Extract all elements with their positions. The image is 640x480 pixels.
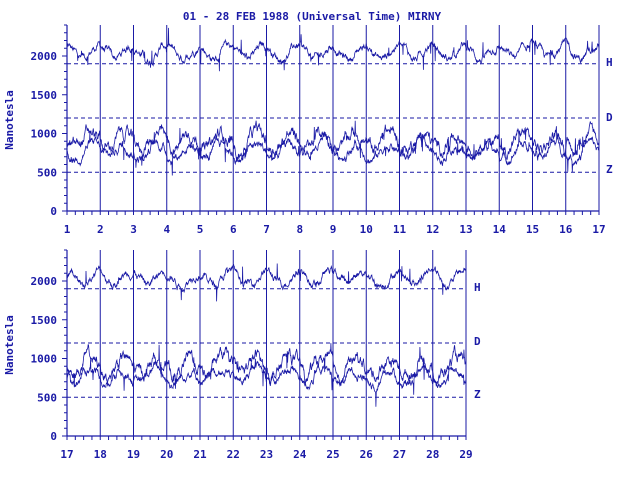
x-tick-label: 26: [360, 448, 374, 461]
x-tick-label: 11: [393, 223, 407, 236]
x-tick-label: 23: [260, 448, 273, 461]
series-label-h-top: H: [606, 56, 613, 69]
x-tick-label: 14: [493, 223, 507, 236]
x-tick-label: 17: [60, 448, 73, 461]
series-line-d-bottom: [66, 343, 467, 389]
x-tick-label: 4: [163, 223, 170, 236]
series-line-d-top: [66, 120, 600, 162]
y-tick-label: 2000: [31, 275, 58, 288]
y-tick-label: 1500: [31, 314, 58, 327]
x-tick-label: 19: [127, 448, 140, 461]
x-tick-label: 22: [227, 448, 240, 461]
y-tick-label: 1000: [31, 353, 58, 366]
x-tick-label: 27: [393, 448, 406, 461]
x-tick-label: 10: [360, 223, 373, 236]
x-tick-label: 12: [426, 223, 439, 236]
panel-bottom: 0 500 1000 1500 2000 17 18 19 20 21 22 23 24 25 26 27 28…: [31, 249, 473, 461]
series-label-d-top: D: [606, 111, 613, 124]
y-axis-label-top: Nanotesla: [3, 90, 16, 150]
series-line-z-top: [66, 131, 600, 176]
x-tick-label: 5: [197, 223, 204, 236]
y-axis-label-bottom: Nanotesla: [3, 315, 16, 375]
x-tick-label: 20: [160, 448, 173, 461]
x-tick-label: 21: [193, 448, 207, 461]
y-tick-label: 2000: [31, 50, 58, 63]
x-tick-label: 9: [330, 223, 337, 236]
x-tick-label: 18: [94, 448, 107, 461]
x-tick-label: 6: [230, 223, 237, 236]
x-tick-label: 24: [293, 448, 307, 461]
y-tick-label: 500: [37, 166, 57, 179]
x-tick-label: 2: [97, 223, 104, 236]
x-tick-label: 8: [296, 223, 303, 236]
series-label-d-bottom: D: [474, 335, 481, 348]
series-line-h-bottom: [66, 263, 467, 302]
x-tick-label: 28: [426, 448, 439, 461]
chart-title: 01 - 28 FEB 1988 (Universal Time) MIRNY: [183, 10, 442, 23]
series-line-h-top: [66, 27, 600, 72]
x-tick-label: 25: [326, 448, 339, 461]
x-tick-label: 13: [459, 223, 472, 236]
series-label-z-bottom: Z: [474, 388, 481, 401]
x-tick-label: 29: [459, 448, 472, 461]
x-tick-label: 3: [130, 223, 137, 236]
series-line-z-bottom: [66, 358, 467, 407]
y-tick-label: 1000: [31, 128, 58, 141]
x-tick-label: 1: [64, 223, 71, 236]
y-tick-label: 0: [50, 205, 57, 218]
y-tick-label: 0: [50, 430, 57, 443]
y-tick-label: 500: [37, 391, 57, 404]
series-label-z-top: Z: [606, 163, 613, 176]
y-tick-label: 1500: [31, 89, 58, 102]
x-tick-label: 16: [559, 223, 573, 236]
x-tick-label: 7: [263, 223, 270, 236]
series-label-h-bottom: H: [474, 281, 481, 294]
x-tick-label: 15: [526, 223, 539, 236]
x-tick-label: 17: [592, 223, 605, 236]
